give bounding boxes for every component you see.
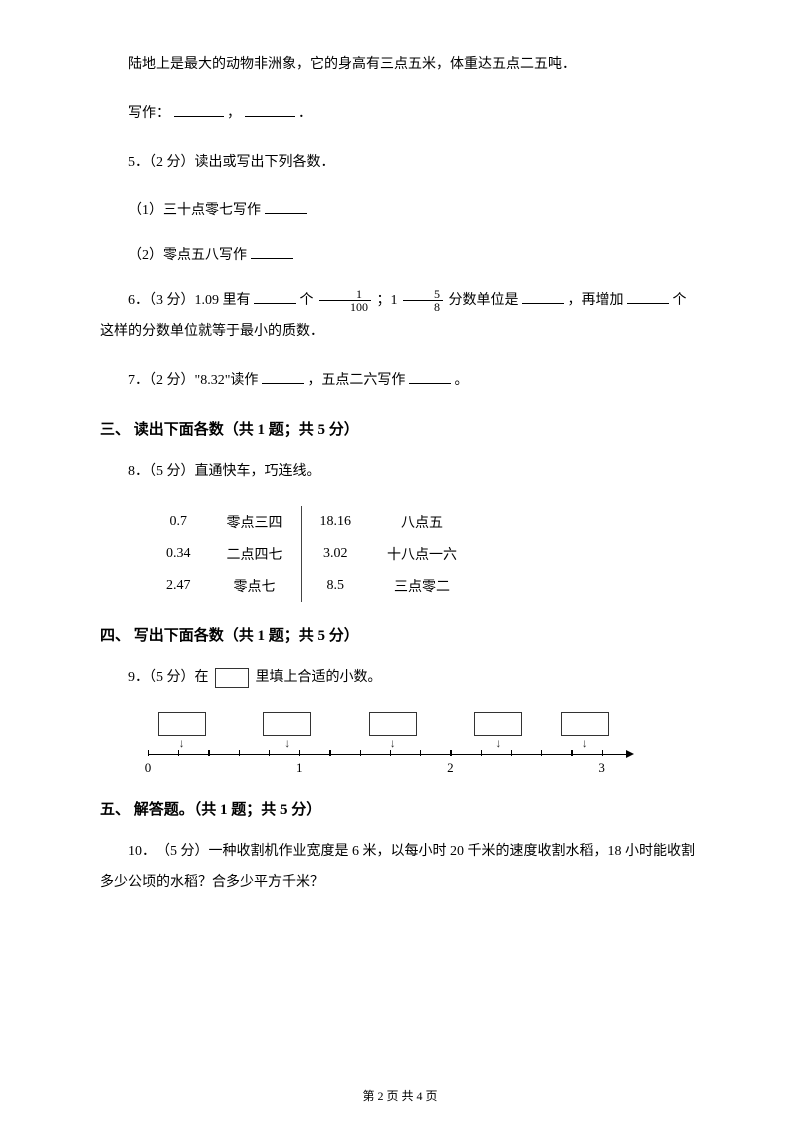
blank [265,200,307,214]
numline-axis [148,754,628,755]
tick [208,750,209,756]
tick [420,750,421,756]
blank [174,103,224,117]
q6: 6．（3 分）1.09 里有 个 1 100 ；1 5 8 分数单位是 ，再增加… [100,286,700,348]
down-arrow-icon: ↓ [284,736,290,751]
denominator: 100 [319,301,371,313]
table-cell: 零点七 [209,570,302,602]
period: ． [298,106,312,121]
table-cell: 3.02 [301,538,369,570]
q7: 7．（2 分）"8.32"读作 ，五点二六写作 。 [100,366,700,397]
q6-mid4: ，再增加 [568,293,624,308]
table-row: 2.47零点七8.5三点零二 [148,570,475,602]
down-arrow-icon: ↓ [390,736,396,751]
tick [329,750,330,756]
tick [239,750,240,756]
blank [262,370,304,384]
q9-pre: 9．（5 分）在 [128,670,212,685]
tick [511,750,512,756]
table-cell: 三点零二 [369,570,475,602]
table-cell: 0.34 [148,538,209,570]
table-cell: 18.16 [301,506,369,538]
q5-1: （1）三十点零七写作 [100,196,700,227]
tick [602,750,603,756]
blank [245,103,295,117]
down-arrow-icon: ↓ [179,736,185,751]
table-cell: 十八点一六 [369,538,475,570]
q5-2-label: （2）零点五八写作 [128,248,247,263]
q4-intro: 陆地上是最大的动物非洲象，它的身高有三点五米，体重达五点二五吨． [100,50,700,81]
q10: 10． （5 分）一种收割机作业宽度是 6 米，以每小时 20 千米的速度收割水… [100,837,700,899]
q4-write-line: 写作： ， ． [100,99,700,130]
numline-label: 1 [296,760,303,776]
section-3-heading: 三、 读出下面各数（共 1 题；共 5 分） [100,418,700,439]
q5: 5．（2 分）读出或写出下列各数． [100,148,700,179]
page-footer: 第 2 页 共 4 页 [0,1087,800,1104]
q4-write-label: 写作： [128,106,170,121]
tick [481,750,482,756]
number-line: ↓ ↓ ↓ ↓ ↓ 0 1 2 3 [148,712,628,776]
table-row: 0.7零点三四18.16八点五 [148,506,475,538]
q5-2: （2）零点五八写作 [100,241,700,272]
tick [299,750,300,756]
numline-box [561,712,609,736]
q5-1-label: （1）三十点零七写作 [128,203,261,218]
blank [522,290,564,304]
tick [269,750,270,756]
q9: 9．（5 分）在 里填上合适的小数。 [100,663,700,694]
numline-label: 2 [447,760,454,776]
fraction-5-8: 5 8 [403,288,443,313]
section-4-heading: 四、 写出下面各数（共 1 题；共 5 分） [100,624,700,645]
q8: 8．（5 分）直通快车，巧连线。 [100,457,700,488]
tick [390,750,391,756]
numline-box [369,712,417,736]
match-table: 0.7零点三四18.16八点五0.34二点四七3.02十八点一六2.47零点七8… [148,506,475,602]
q9-post: 里填上合适的小数。 [256,670,382,685]
numline-box [158,712,206,736]
table-cell: 二点四七 [209,538,302,570]
q6-pre: 6．（3 分）1.09 里有 [128,293,251,308]
q6-mid1: 个 [300,293,318,308]
table-cell: 零点三四 [209,506,302,538]
table-cell: 0.7 [148,506,209,538]
down-arrow-icon: ↓ [495,736,501,751]
blank [254,290,296,304]
inline-box [215,668,249,688]
blank [409,370,451,384]
numline-label: 0 [145,760,152,776]
tick [541,750,542,756]
numline-box [474,712,522,736]
blank [251,245,293,259]
table-cell: 8.5 [301,570,369,602]
table-row: 0.34二点四七3.02十八点一六 [148,538,475,570]
tick [571,750,572,756]
q7-mid: ，五点二六写作 [307,373,405,388]
numline-box [263,712,311,736]
numline-label: 3 [598,760,605,776]
tick [178,750,179,756]
tick [450,750,451,756]
tick [148,750,149,756]
q6-mid2: ；1 [377,293,402,308]
fraction-1-100: 1 100 [319,288,371,313]
section-5-heading: 五、 解答题。（共 1 题；共 5 分） [100,798,700,819]
q7-end: 。 [454,373,468,388]
blank [627,290,669,304]
comma: ， [227,106,241,121]
table-cell: 2.47 [148,570,209,602]
down-arrow-icon: ↓ [582,736,588,751]
denominator: 8 [403,301,443,313]
q7-pre: 7．（2 分）"8.32"读作 [128,373,258,388]
table-cell: 八点五 [369,506,475,538]
arrowhead-icon [626,750,634,758]
tick [360,750,361,756]
q6-mid3: 分数单位是 [449,293,519,308]
